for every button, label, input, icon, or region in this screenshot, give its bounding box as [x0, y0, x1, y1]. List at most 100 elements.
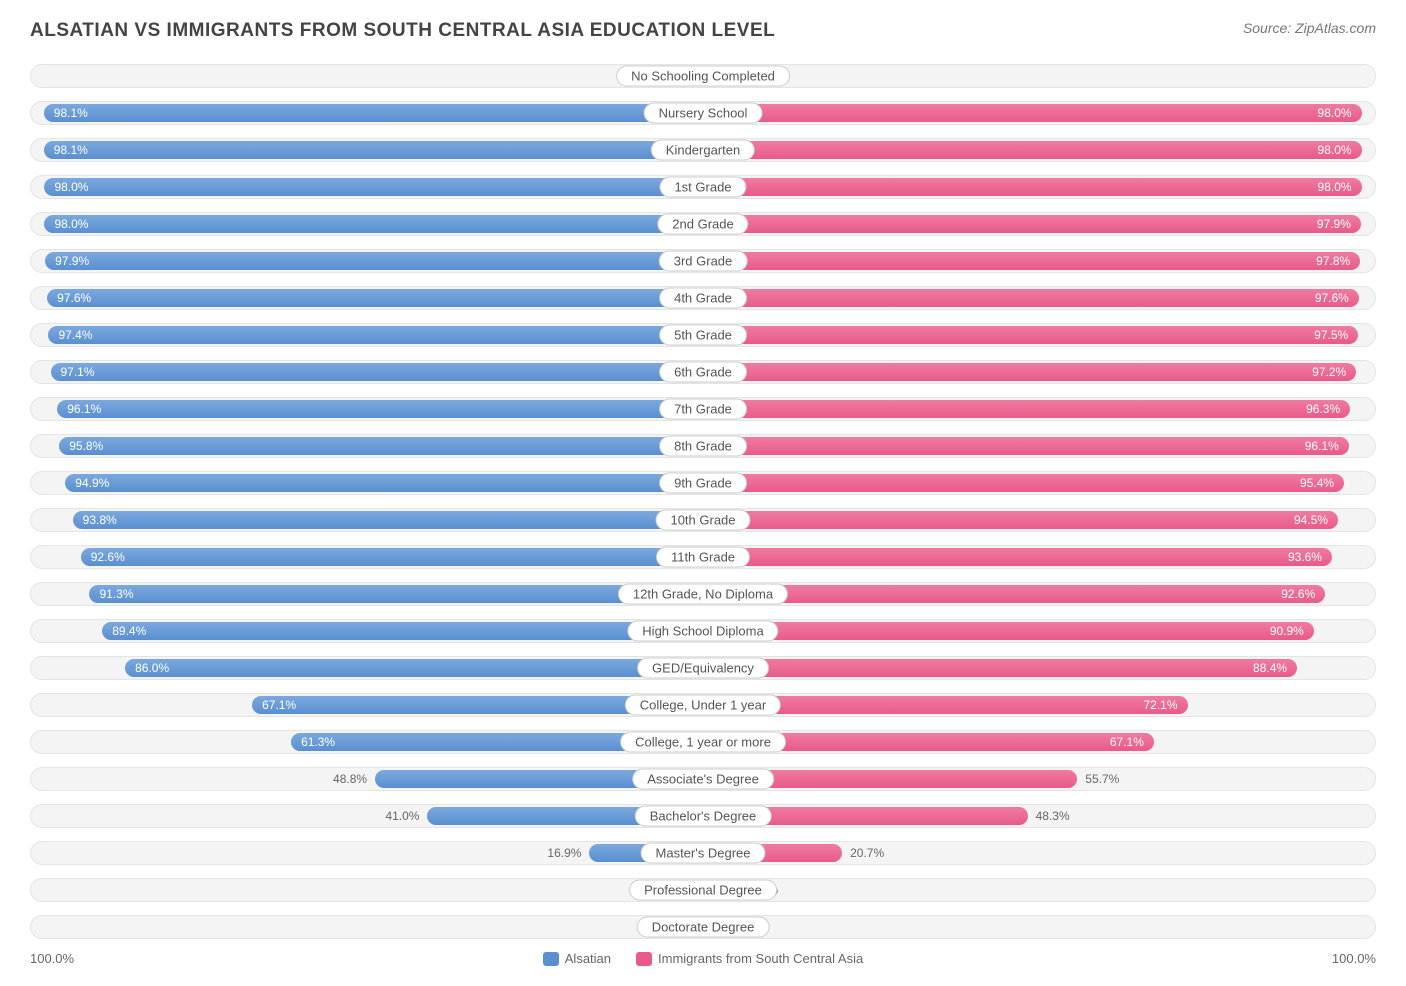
legend-item-right: Immigrants from South Central Asia [636, 951, 863, 966]
bar-left: 97.1% [51, 363, 704, 381]
pct-label-left: 95.8% [69, 439, 103, 453]
bar-track-left: 16.9% [30, 841, 703, 865]
bar-row: 41.0% 48.3% Bachelor's Degree [30, 800, 1376, 832]
category-label: 3rd Grade [659, 251, 748, 272]
bar-track-left: 98.0% [30, 175, 703, 199]
pct-label-right: 98.0% [1318, 180, 1352, 194]
axis-max-left: 100.0% [30, 951, 74, 966]
bar-track-right: 88.4% [703, 656, 1376, 680]
legend: Alsatian Immigrants from South Central A… [543, 951, 863, 966]
bar-track-right: 48.3% [703, 804, 1376, 828]
bar-track-left: 2.1% [30, 915, 703, 939]
bar-right: 96.1% [703, 437, 1349, 455]
bar-track-right: 2.0% [703, 64, 1376, 88]
bar-left: 95.8% [59, 437, 703, 455]
category-label: Nursery School [644, 103, 763, 124]
bar-right: 97.9% [703, 215, 1361, 233]
bar-row: 2.1%2.6%Doctorate Degree [30, 911, 1376, 943]
pct-label-right: 96.1% [1305, 439, 1339, 453]
chart-header: ALSATIAN VS IMMIGRANTS FROM SOUTH CENTRA… [30, 20, 1376, 42]
pct-label-left: 67.1% [262, 698, 296, 712]
bar-track-left: 67.1% [30, 693, 703, 717]
bar-left: 97.9% [45, 252, 703, 270]
bar-left: 98.0% [44, 178, 703, 196]
category-label: 6th Grade [659, 362, 747, 383]
bar-track-left: 2.0% [30, 64, 703, 88]
pct-label-right: 72.1% [1143, 698, 1177, 712]
bar-track-left: 94.9% [30, 471, 703, 495]
bar-row: 97.4% 97.5%5th Grade [30, 319, 1376, 351]
pct-label-left: 89.4% [112, 624, 146, 638]
bar-track-right: 98.0% [703, 138, 1376, 162]
pct-label-right: 48.3% [1036, 809, 1070, 823]
pct-label-right: 67.1% [1110, 735, 1144, 749]
bar-track-left: 41.0% [30, 804, 703, 828]
bar-row: 5.2%5.9%Professional Degree [30, 874, 1376, 906]
bar-left: 96.1% [57, 400, 703, 418]
category-label: Bachelor's Degree [635, 806, 772, 827]
bar-track-left: 97.6% [30, 286, 703, 310]
pct-label-right: 97.2% [1312, 365, 1346, 379]
bar-row: 48.8%55.7%Associate's Degree [30, 763, 1376, 795]
pct-label-left: 98.0% [54, 217, 88, 231]
bar-row: 89.4%90.9%High School Diploma [30, 615, 1376, 647]
category-label: No Schooling Completed [616, 66, 790, 87]
bar-right: 97.6% [703, 289, 1359, 307]
category-label: College, Under 1 year [625, 695, 781, 716]
category-label: College, 1 year or more [620, 732, 786, 753]
bar-track-right: 92.6% [703, 582, 1376, 606]
bar-right: 96.3% [703, 400, 1350, 418]
bar-track-right: 93.6% [703, 545, 1376, 569]
bar-row: 94.9%95.4%9th Grade [30, 467, 1376, 499]
legend-swatch-blue [543, 952, 559, 966]
pct-label-left: 98.0% [54, 180, 88, 194]
bar-row: 97.1% 97.2% 6th Grade [30, 356, 1376, 388]
pct-label-left: 86.0% [135, 661, 169, 675]
bar-track-left: 48.8% [30, 767, 703, 791]
pct-label-right: 90.9% [1270, 624, 1304, 638]
legend-label-left: Alsatian [565, 951, 611, 966]
pct-label-left: 97.6% [57, 291, 91, 305]
pct-label-left: 98.1% [54, 143, 88, 157]
bar-right: 88.4% [703, 659, 1297, 677]
bar-left: 98.1% [44, 141, 703, 159]
legend-item-left: Alsatian [543, 951, 611, 966]
bar-track-left: 92.6% [30, 545, 703, 569]
category-label: 1st Grade [659, 177, 746, 198]
bar-track-right: 55.7% [703, 767, 1376, 791]
category-label: Doctorate Degree [637, 917, 770, 938]
pct-label-right: 97.6% [1315, 291, 1349, 305]
pct-label-left: 96.1% [67, 402, 101, 416]
pct-label-left: 61.3% [301, 735, 335, 749]
bar-track-left: 5.2% [30, 878, 703, 902]
bar-left: 94.9% [65, 474, 703, 492]
bar-track-right: 96.3% [703, 397, 1376, 421]
bar-row: 61.3% 67.1% College, 1 year or more [30, 726, 1376, 758]
bar-track-right: 97.9% [703, 212, 1376, 236]
bar-right: 94.5% [703, 511, 1338, 529]
bar-track-right: 20.7% [703, 841, 1376, 865]
bar-right: 90.9% [703, 622, 1314, 640]
pct-label-right: 95.4% [1300, 476, 1334, 490]
category-label: 8th Grade [659, 436, 747, 457]
axis-max-right: 100.0% [1332, 951, 1376, 966]
bar-track-left: 97.9% [30, 249, 703, 273]
bar-row: 98.1%98.0%Kindergarten [30, 134, 1376, 166]
bar-track-left: 98.0% [30, 212, 703, 236]
category-label: 5th Grade [659, 325, 747, 346]
bar-right: 97.2% [703, 363, 1356, 381]
bar-track-right: 97.6% [703, 286, 1376, 310]
bar-track-right: 98.0% [703, 175, 1376, 199]
bar-track-right: 97.5% [703, 323, 1376, 347]
pct-label-left: 93.8% [83, 513, 117, 527]
pct-label-left: 97.4% [58, 328, 92, 342]
bar-left: 98.0% [44, 215, 703, 233]
bar-left: 97.6% [47, 289, 703, 307]
pct-label-left: 94.9% [75, 476, 109, 490]
pct-label-right: 98.0% [1318, 143, 1352, 157]
bar-right: 97.8% [703, 252, 1360, 270]
pct-label-right: 96.3% [1306, 402, 1340, 416]
bar-track-left: 98.1% [30, 138, 703, 162]
bar-left: 86.0% [125, 659, 703, 677]
pct-label-right: 94.5% [1294, 513, 1328, 527]
